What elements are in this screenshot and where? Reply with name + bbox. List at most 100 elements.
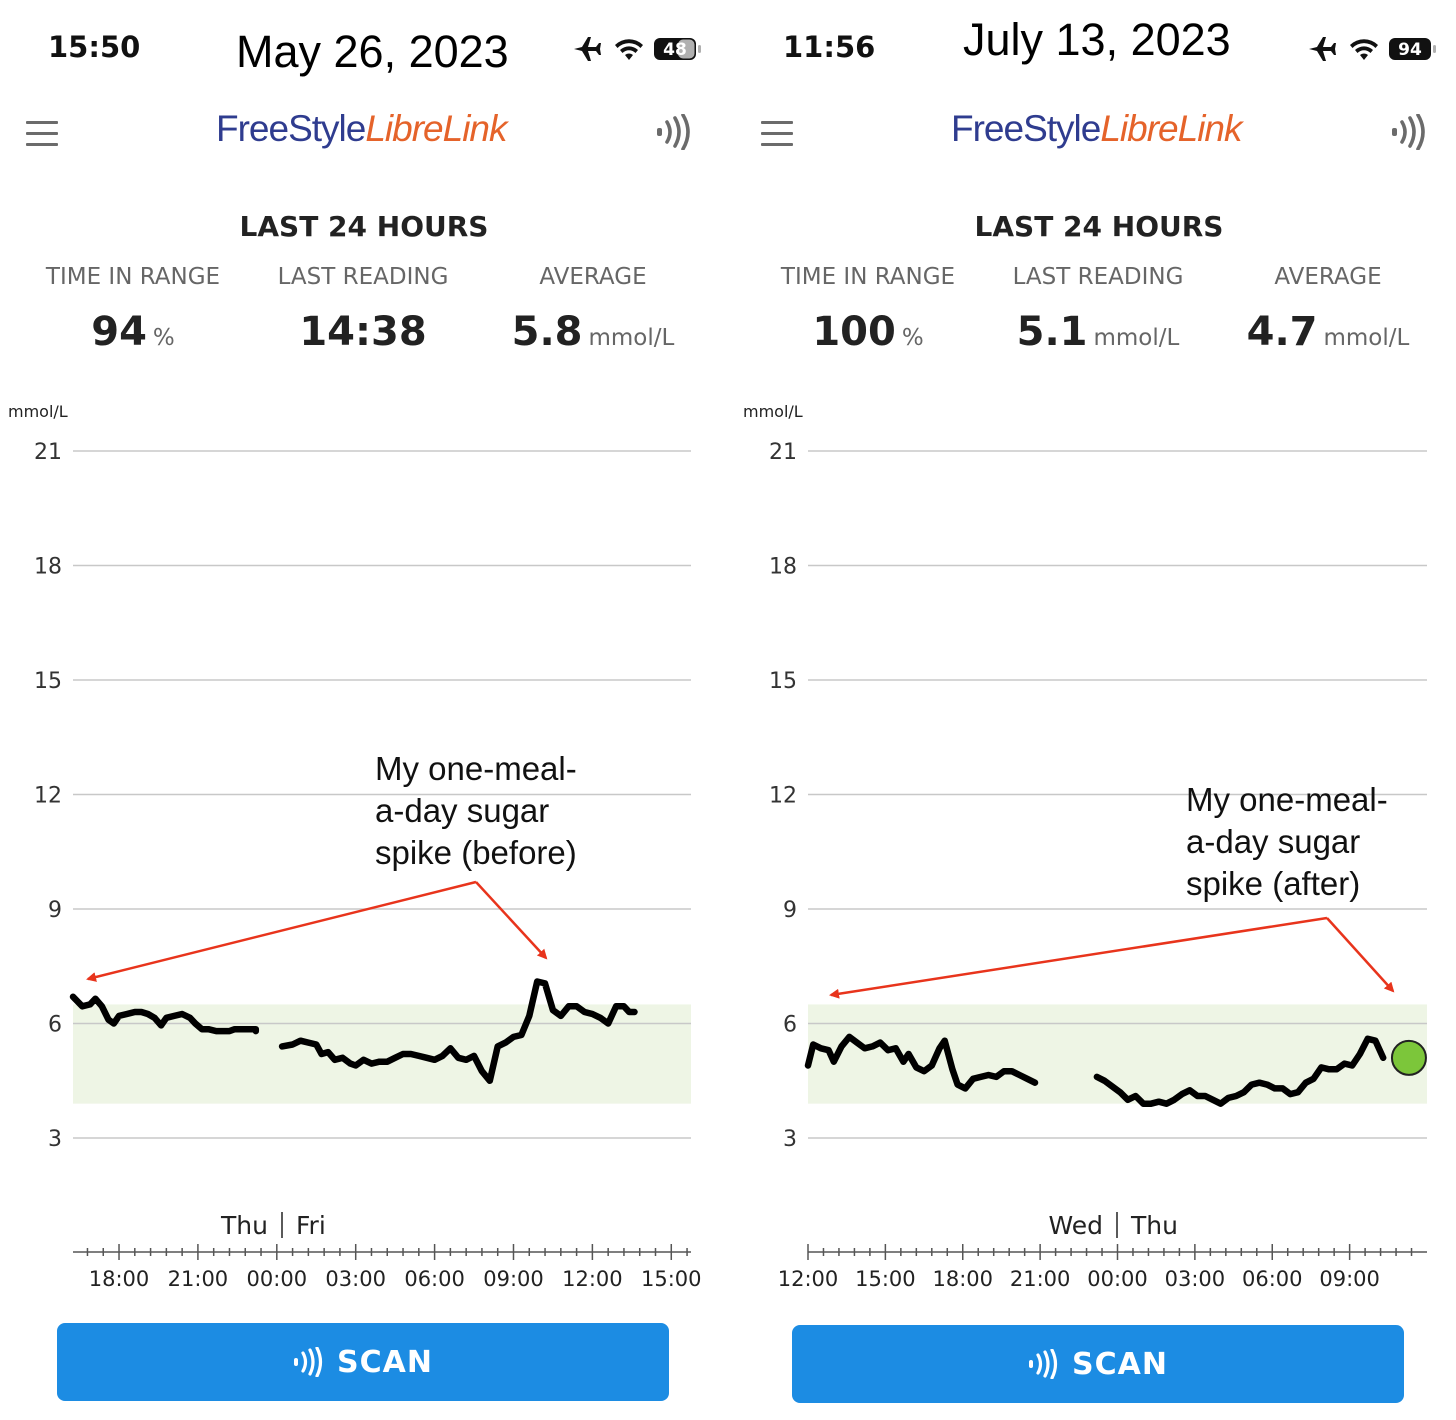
glucose-trace (69, 993, 260, 1035)
date-label: May 26, 2023 (236, 26, 509, 77)
average-value: 4.7 mmol/L (1246, 309, 1410, 355)
battery-icon: 94 (1389, 38, 1436, 60)
y-tick-label: 12 (769, 784, 797, 809)
y-axis-unit-label: mmol/L (8, 402, 68, 421)
x-tick-label: 18:00 (932, 1267, 993, 1291)
annotation-line: My one-meal- (1186, 781, 1388, 818)
nfc-scan-icon (1029, 1349, 1058, 1379)
battery-icon: 48 (654, 38, 701, 60)
y-tick-label: 3 (783, 1127, 797, 1152)
status-icons: 94 (1309, 37, 1436, 61)
status-time: 11:56 (783, 30, 876, 64)
annotation-arrow-right (475, 881, 548, 960)
y-tick-label: 15 (34, 669, 62, 694)
y-tick-label: 6 (783, 1013, 797, 1038)
x-tick-label: 09:00 (1319, 1267, 1380, 1291)
average-label: AVERAGE (1274, 264, 1382, 290)
x-tick-label: 12:00 (778, 1267, 839, 1291)
x-tick-label: 21:00 (1010, 1267, 1071, 1291)
battery-level: 48 (663, 40, 687, 60)
day-label-right: Fri (296, 1211, 326, 1240)
wifi-icon (1350, 39, 1378, 60)
average-label: AVERAGE (539, 264, 647, 290)
x-tick-label: 21:00 (168, 1267, 229, 1291)
scan-label: SCAN (1072, 1346, 1168, 1382)
menu-icon[interactable] (26, 121, 58, 151)
x-tick-label: 09:00 (483, 1267, 544, 1291)
panel-after: 11:56 July 13, 2023 94 FreeStyleLibreLin… (735, 0, 1456, 1420)
y-tick-label: 21 (769, 440, 797, 465)
status-icons: 48 (574, 37, 701, 61)
app-logo: FreeStyleLibreLink (216, 108, 508, 150)
last-reading-value: 14:38 (299, 309, 427, 355)
menu-icon[interactable] (761, 121, 793, 151)
y-tick-label: 6 (48, 1013, 62, 1038)
x-tick-label: 06:00 (404, 1267, 465, 1291)
day-label-left: Thu (220, 1211, 268, 1240)
day-label-right: Thu (1130, 1211, 1178, 1240)
y-tick-label: 3 (48, 1127, 62, 1152)
last-reading-label: LAST READING (277, 264, 449, 290)
nfc-scan-icon[interactable] (1389, 114, 1429, 150)
day-label-left: Wed (1048, 1211, 1103, 1240)
x-tick-label: 00:00 (1087, 1267, 1148, 1291)
x-tick-label: 03:00 (1165, 1267, 1226, 1291)
time-in-range-value: 94% (91, 309, 175, 355)
logo-librelink: LibreLink (365, 108, 507, 149)
time-in-range-value: 100% (812, 309, 924, 355)
annotation-arrow-left (829, 916, 1328, 999)
x-tick-label: 06:00 (1242, 1267, 1303, 1291)
x-tick-label: 03:00 (325, 1267, 386, 1291)
date-label: July 13, 2023 (963, 14, 1231, 65)
glucose-trace (278, 978, 638, 1085)
annotation-line: spike (before) (375, 834, 577, 871)
average-value: 5.8 mmol/L (511, 309, 675, 355)
time-in-range-label: TIME IN RANGE (780, 264, 956, 290)
section-title: LAST 24 HOURS (239, 210, 489, 243)
app-logo: FreeStyleLibreLink (951, 108, 1243, 150)
annotation-text: My one-meal-a-day sugar spike (before) (375, 750, 577, 871)
battery-level: 94 (1398, 40, 1422, 60)
x-tick-label: 15:00 (641, 1267, 702, 1291)
annotation-line: My one-meal- (375, 750, 577, 787)
last-reading-label: LAST READING (1012, 264, 1184, 290)
logo-freestyle: FreeStyle (951, 108, 1101, 149)
logo-freestyle: FreeStyle (216, 108, 366, 149)
y-tick-label: 12 (34, 784, 62, 809)
x-tick-label: 18:00 (89, 1267, 150, 1291)
y-tick-label: 9 (783, 898, 797, 923)
airplane-icon (1309, 37, 1336, 61)
annotation-line: a-day sugar (1186, 823, 1360, 860)
scan-button[interactable]: SCAN (57, 1323, 669, 1401)
annotation-arrow-left (86, 880, 477, 982)
glucose-chart: mmol/L 21 18 15 12 9 6 3 My one-meal-a-day sugar… (8, 402, 702, 1291)
y-tick-label: 9 (48, 898, 62, 923)
glucose-chart: mmol/L 21 18 15 12 9 6 3 My one-meal-a-day sugar… (743, 402, 1427, 1291)
time-in-range-label: TIME IN RANGE (45, 264, 221, 290)
last-reading-value: 5.1 mmol/L (1016, 309, 1180, 355)
x-tick-label: 15:00 (855, 1267, 916, 1291)
annotation-line: spike (after) (1186, 865, 1360, 902)
section-title: LAST 24 HOURS (974, 210, 1224, 243)
scan-button[interactable]: SCAN (792, 1325, 1404, 1403)
glucose-trace (804, 1033, 1039, 1092)
wifi-icon (615, 39, 643, 60)
y-axis-unit-label: mmol/L (743, 402, 803, 421)
nfc-scan-icon[interactable] (654, 114, 694, 150)
status-time: 15:50 (48, 30, 141, 64)
y-tick-label: 15 (769, 669, 797, 694)
nfc-scan-icon (294, 1347, 323, 1377)
glucose-trace (1093, 1035, 1387, 1107)
y-tick-label: 18 (769, 555, 797, 580)
x-tick-label: 00:00 (247, 1267, 308, 1291)
target-range-band (73, 1004, 691, 1104)
scan-label: SCAN (337, 1344, 433, 1380)
y-tick-label: 18 (34, 555, 62, 580)
y-tick-label: 21 (34, 440, 62, 465)
annotation-arrow-right (1326, 917, 1395, 993)
annotation-text: My one-meal-a-day sugar spike (after) (1186, 781, 1388, 902)
current-reading-dot (1390, 1039, 1427, 1076)
panel-before: 15:50 May 26, 2023 48 FreeStyleLibreLink… (8, 26, 702, 1401)
annotation-line: a-day sugar (375, 792, 549, 829)
airplane-icon (574, 37, 601, 61)
